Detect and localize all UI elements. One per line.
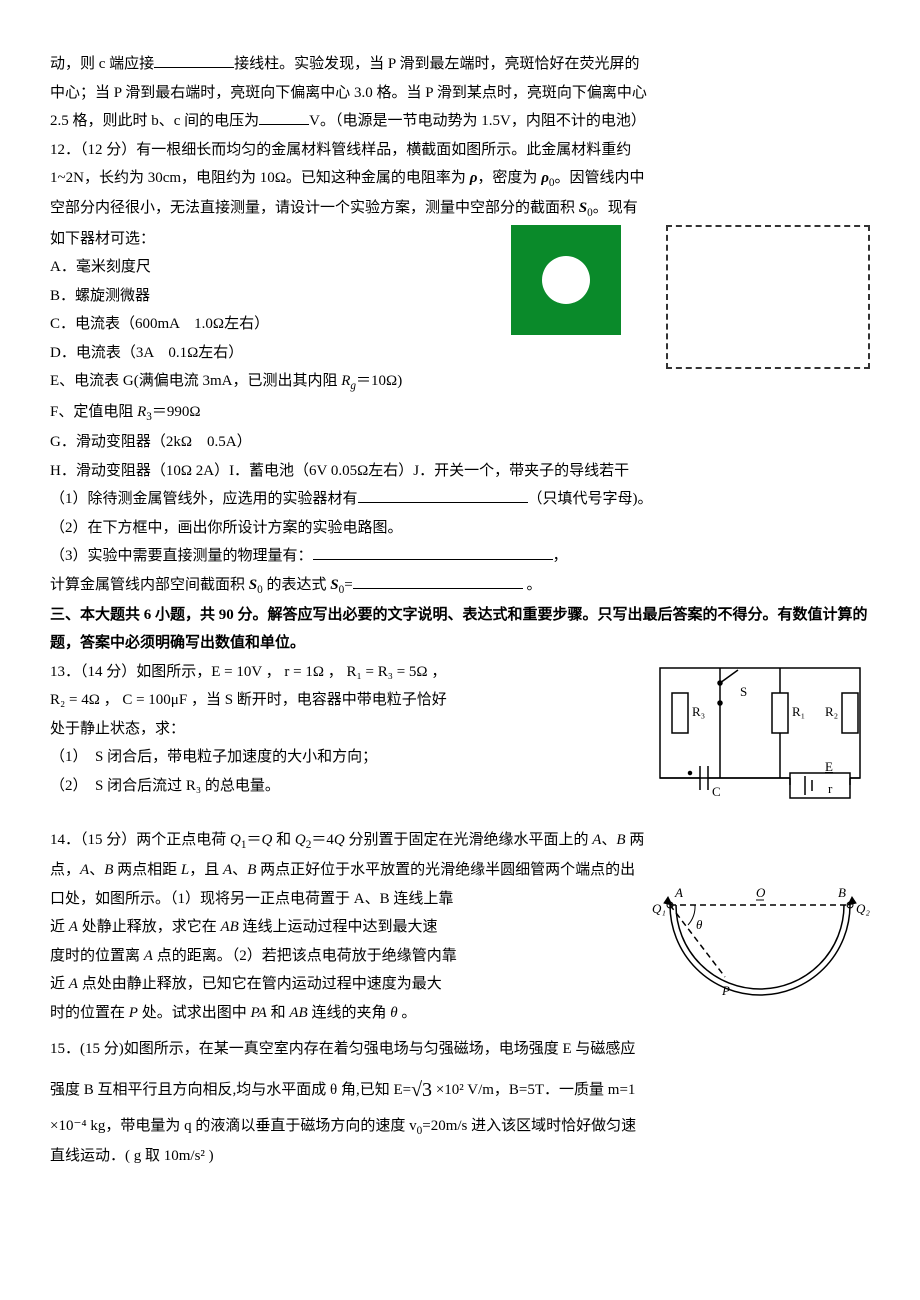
svg-text:R₂: R₂ xyxy=(825,704,838,719)
q14-line1: 14．（15 分）两个正点电荷 Q1＝Q 和 Q2＝4Q 分别置于固定在光滑绝缘… xyxy=(50,826,870,856)
svg-text:R₃: R₃ xyxy=(692,704,705,719)
blank-voltage xyxy=(259,109,309,125)
svg-text:C: C xyxy=(712,784,721,799)
svg-text:B: B xyxy=(838,885,846,900)
svg-text:P: P xyxy=(721,983,730,998)
q15-line3: ×10⁻⁴ kg，带电量为 q 的液滴以垂直于磁场方向的速度 v0=20m/s … xyxy=(50,1112,870,1142)
svg-text:r: r xyxy=(828,781,833,796)
dashed-answer-box xyxy=(666,225,870,369)
svg-text:Q₂: Q₂ xyxy=(856,901,870,916)
q12-head: 12．（12 分）有一根细长而均匀的金属材料管线样品，横截面如图所示。此金属材料… xyxy=(50,136,870,165)
q15-line2: 强度 B 互相平行且方向相反,均与水平面成 θ 角,已知 E=√3 ×10² V… xyxy=(50,1064,870,1112)
q14-line6: 近 A 点处由静止释放，已知它在管内运动过程中速度为最大 xyxy=(50,970,640,999)
q11-line3: 2.5 格，则此时 b、c 间的电压为V。（电源是一节电动势为 1.5V，内阻不… xyxy=(50,107,870,136)
svg-text:A: A xyxy=(674,885,683,900)
blank-expression xyxy=(353,573,523,589)
section3-title: 三、本大题共 6 小题，共 90 分。解答应写出必要的文字说明、表达式和重要步骤… xyxy=(50,601,870,658)
q15-line4: 直线运动．( g 取 10m/s² ) xyxy=(50,1142,870,1171)
q12-optH: H．滑动变阻器（10Ω 2A）I．蓄电池（6V 0.05Ω左右）J．开关一个，带… xyxy=(50,457,870,486)
svg-text:Q₁: Q₁ xyxy=(652,901,666,916)
q12-sub4: 计算金属管线内部空间截面积 S0 的表达式 S0= 。 xyxy=(50,571,870,601)
spacer xyxy=(50,818,870,826)
q14-line2: 点，A、B 两点相距 L，且 A、B 两点正好位于水平放置的光滑绝缘半圆细管两个… xyxy=(50,856,870,885)
q13-line1: 13．（14 分）如图所示，E = 10V ， r = 1Ω ， R₁ = R₃… xyxy=(50,658,610,687)
q12-optE: E、电流表 G(满偏电流 3mA，已测出其内阻 Rg＝10Ω) xyxy=(50,367,870,397)
svg-text:θ: θ xyxy=(696,917,703,932)
svg-text:E: E xyxy=(825,759,833,774)
q12-sub1: （1）除待测金属管线外，应选用的实验器材有（只填代号字母)。 xyxy=(50,485,870,514)
svg-text:S: S xyxy=(740,684,747,699)
blank-terminal xyxy=(154,52,234,68)
q14-line5: 度时的位置离 A 点的距离。（2）若把该点电荷放于绝缘管内靠 xyxy=(50,942,640,971)
q12-line3: 空部分内径很小，无法直接测量，请设计一个实验方案，测量中空部分的截面积 S0。现… xyxy=(50,194,870,224)
q12-sub3: （3）实验中需要直接测量的物理量有：， xyxy=(50,542,870,571)
q14-line4: 近 A 处静止释放，求它在 AB 连线上运动过程中达到最大速 xyxy=(50,913,640,942)
svg-text:O: O xyxy=(756,885,766,900)
q12-optG: G．滑动变阻器（2kΩ 0.5A） xyxy=(50,428,870,457)
q13-sub1: （1） S 闭合后，带电粒子加速度的大小和方向； xyxy=(50,743,610,772)
spacer2 xyxy=(50,1027,870,1035)
blank-quantities xyxy=(313,544,553,560)
q12-line2: 1~2N，长约为 30cm，电阻约为 10Ω。已知这种金属的电阻率为 ρ，密度为… xyxy=(50,164,870,194)
q14-line7: 时的位置在 P 处。试求出图中 PA 和 AB 连线的夹角 θ 。 xyxy=(50,999,640,1028)
q14-semicircle-diagram: A O B Q₁ Q₂ P θ xyxy=(650,885,870,1015)
q13-line3: 处于静止状态，求： xyxy=(50,715,610,744)
svg-text:R₁: R₁ xyxy=(792,704,805,719)
cross-section-figure xyxy=(511,225,621,335)
q15-line1: 15．(15 分)如图所示，在某一真空室内存在着匀强电场与匀强磁场，电场强度 E… xyxy=(50,1035,870,1064)
q12-optF: F、定值电阻 R3＝990Ω xyxy=(50,398,870,428)
q13-line2: R₂ = 4Ω ， C = 100μF ，当 S 断开时，电容器中带电粒子恰好 xyxy=(50,686,610,715)
q11-line1: 动，则 c 端应接接线柱。实验发现，当 P 滑到最左端时，亮斑恰好在荧光屏的 xyxy=(50,50,870,79)
blank-instruments xyxy=(358,487,528,503)
q13-sub2: （2） S 闭合后流过 R₃ 的总电量。 xyxy=(50,772,610,801)
q14-line3: 口处，如图所示。（1）现将另一正点电荷置于 A、B 连线上靠 xyxy=(50,885,640,914)
q12-sub2: （2）在下方框中，画出你所设计方案的实验电路图。 xyxy=(50,514,870,543)
q13-circuit-diagram: R₃ S R₁ R₂ C E r xyxy=(650,658,870,818)
q11-line2: 中心；当 P 滑到最右端时，亮斑向下偏离中心 3.0 格。当 P 滑到某点时，亮… xyxy=(50,79,870,108)
